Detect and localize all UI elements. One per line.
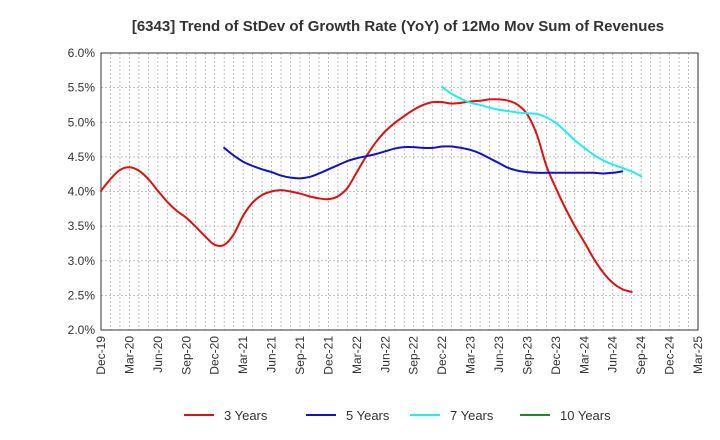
x-tick-label: Dec-20 bbox=[208, 336, 222, 375]
y-tick-label: 3.0% bbox=[68, 254, 96, 268]
legend-label-7-years: 7 Years bbox=[450, 408, 494, 423]
legend-label-3-years: 3 Years bbox=[224, 408, 268, 423]
y-axis-ticks: 2.0% 2.5% 3.0% 3.5% 4.0% 4.5% 5.0% 5.5% 6.0% bbox=[68, 46, 96, 337]
y-tick-label: 5.0% bbox=[68, 115, 96, 129]
y-tick-label: 4.0% bbox=[68, 185, 96, 199]
y-tick-label: 4.5% bbox=[68, 150, 96, 164]
x-tick-label: Sep-21 bbox=[293, 336, 307, 375]
x-tick-label: Dec-19 bbox=[94, 336, 108, 375]
x-tick-label: Jun-24 bbox=[606, 336, 620, 373]
x-tick-label: Dec-22 bbox=[435, 336, 449, 375]
x-tick-label: Mar-25 bbox=[691, 336, 705, 374]
x-tick-label: Jun-23 bbox=[492, 336, 506, 373]
y-tick-label: 6.0% bbox=[68, 46, 96, 60]
x-axis-ticks: Dec-19 Mar-20 Jun-20 Sep-20 Dec-20 Mar-21 Jun-… bbox=[94, 336, 705, 375]
legend-label-10-years: 10 Years bbox=[560, 408, 611, 423]
y-tick-label: 2.0% bbox=[68, 323, 96, 337]
x-tick-label: Sep-24 bbox=[634, 336, 648, 375]
chart-title: [6343] Trend of StDev of Growth Rate (Yo… bbox=[132, 18, 664, 35]
y-tick-label: 3.5% bbox=[68, 219, 96, 233]
legend-label-5-years: 5 Years bbox=[346, 408, 390, 423]
x-tick-label: Sep-23 bbox=[520, 336, 534, 375]
x-tick-label: Mar-21 bbox=[236, 336, 250, 374]
x-tick-label: Sep-20 bbox=[179, 336, 193, 375]
x-tick-label: Mar-24 bbox=[577, 336, 591, 374]
x-tick-label: Dec-23 bbox=[549, 336, 563, 375]
series-line-5-years bbox=[223, 145, 624, 180]
x-tick-label: Dec-21 bbox=[321, 336, 335, 375]
series-line-7-years bbox=[441, 85, 643, 178]
x-tick-label: Sep-22 bbox=[407, 336, 421, 375]
x-tick-label: Dec-24 bbox=[663, 336, 677, 375]
x-tick-label: Jun-20 bbox=[151, 336, 165, 373]
x-tick-label: Mar-22 bbox=[350, 336, 364, 374]
x-tick-label: Mar-23 bbox=[464, 336, 478, 374]
y-tick-label: 2.5% bbox=[68, 288, 96, 302]
series-layer bbox=[100, 85, 643, 293]
x-tick-label: Mar-20 bbox=[122, 336, 136, 374]
y-tick-label: 5.5% bbox=[68, 81, 96, 95]
x-tick-label: Jun-22 bbox=[378, 336, 392, 373]
legend: 3 Years 5 Years 7 Years 10 Years bbox=[184, 408, 611, 423]
x-tick-label: Jun-21 bbox=[265, 336, 279, 373]
